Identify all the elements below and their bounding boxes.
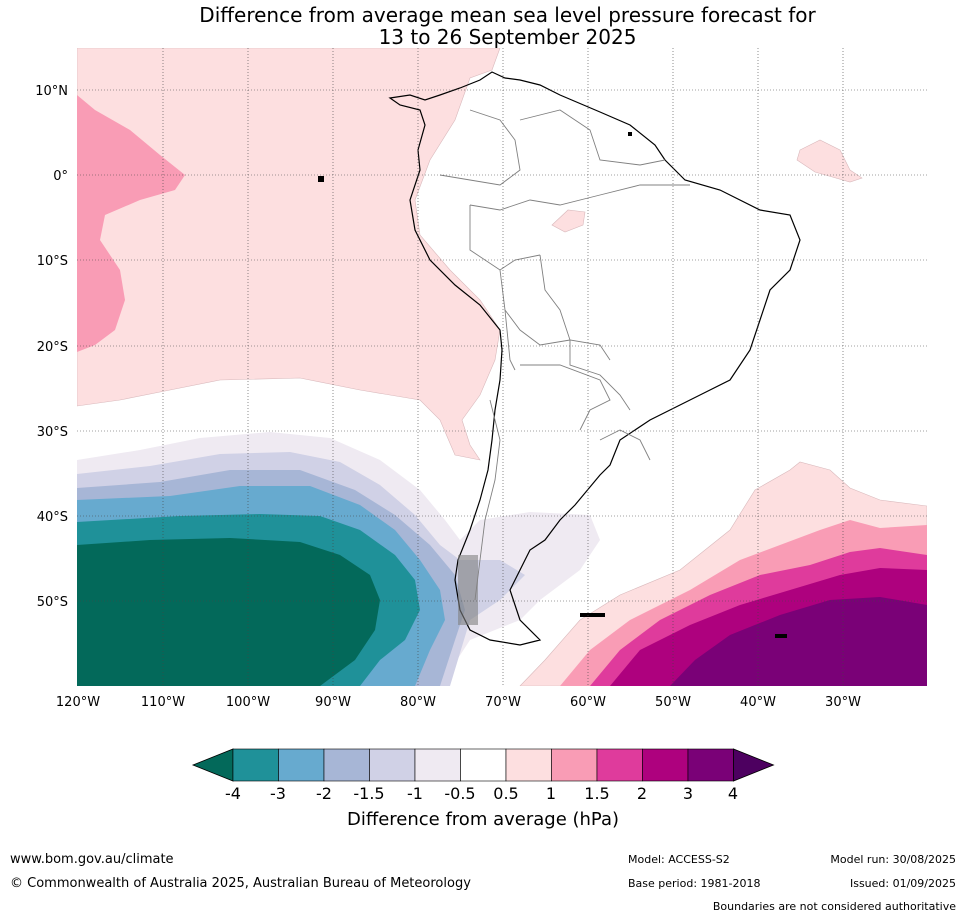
footer-model: Model: ACCESS-S2 — [628, 853, 730, 866]
lat-label: 40°S — [37, 510, 68, 525]
lon-label: 100°W — [226, 695, 270, 710]
anomaly-region-pink-light-amazon — [551, 209, 586, 233]
country-boundaries — [439, 109, 690, 601]
footer-base-period: Base period: 1981-2018 — [628, 877, 761, 890]
colorbar-tick-label: 0.5 — [493, 784, 518, 803]
anomaly-region-pos-3-se — [670, 597, 927, 686]
colorbar-tick-label: -1.5 — [353, 784, 384, 803]
colorbar-swatch — [642, 748, 689, 782]
lat-label: 30°S — [37, 425, 68, 440]
tierra-del-fuego-islands — [458, 555, 478, 625]
colorbar-swatch — [369, 748, 416, 782]
colorbar-swatch — [460, 748, 507, 782]
footer-boundaries-note: Boundaries are not considered authoritat… — [712, 900, 956, 913]
anomaly-region-pink-light-north — [77, 48, 501, 461]
colorbar-swatch — [505, 748, 552, 782]
colorbar-tick-label: -3 — [270, 784, 286, 803]
anomaly-region-pink-north — [77, 95, 185, 352]
colorbar-tick-label: 4 — [728, 784, 738, 803]
colorbar-tick-label: 1.5 — [584, 784, 609, 803]
south-america-outline — [388, 71, 801, 646]
lon-label: 60°W — [570, 695, 606, 710]
lon-label: 50°W — [655, 695, 691, 710]
lon-label: 80°W — [400, 695, 436, 710]
colorbar-swatch — [551, 748, 598, 782]
colorbar-labels: -4 -3 -2 -1.5 -1 -0.5 0.5 1 1.5 2 3 4 — [225, 784, 738, 803]
footer-url[interactable]: www.bom.gov.au/climate — [10, 852, 174, 867]
anomaly-region-pink-light-equator — [796, 139, 863, 183]
lon-label: 40°W — [740, 695, 776, 710]
footer-model-run: Model run: 30/08/2025 — [830, 853, 956, 866]
colorbar-swatch — [232, 748, 279, 782]
colorbar-tick-label: 1 — [546, 784, 556, 803]
lon-label: 70°W — [485, 695, 521, 710]
graticule — [77, 48, 927, 686]
anomaly-region-neg-4 — [77, 538, 380, 686]
colorbar-tick-label: -0.5 — [444, 784, 475, 803]
colorbar-tick-label: -2 — [316, 784, 332, 803]
title-line-2: 13 to 26 September 2025 — [378, 25, 637, 49]
lon-label: 30°W — [825, 695, 861, 710]
colorbar-title: Difference from average (hPa) — [347, 809, 619, 830]
lat-label: 10°S — [37, 254, 68, 269]
colorbar-tick-label: -1 — [407, 784, 423, 803]
lon-label: 120°W — [56, 695, 100, 710]
title-line-1: Difference from average mean sea level p… — [199, 3, 816, 27]
longitude-labels: 120°W 110°W 100°W 90°W 80°W 70°W 60°W 50… — [56, 695, 861, 710]
lat-label: 50°S — [37, 595, 68, 610]
colorbar-extend-low — [191, 748, 234, 782]
colorbar-swatch — [596, 748, 643, 782]
footer-copyright: © Commonwealth of Australia 2025, Austra… — [10, 876, 471, 891]
colorbar-extend-high — [733, 748, 775, 782]
colorbar-swatch — [278, 748, 325, 782]
lon-label: 90°W — [315, 695, 351, 710]
colorbar — [191, 748, 775, 782]
map-title: Difference from average mean sea level p… — [0, 4, 965, 48]
colorbar-swatch — [323, 748, 370, 782]
islands — [318, 132, 787, 638]
colorbar-swatch — [414, 748, 461, 782]
latitude-labels: 10°N 0° 10°S 20°S 30°S 40°S 50°S — [35, 84, 68, 610]
pressure-anomaly-field — [77, 48, 927, 686]
footer-issued: Issued: 01/09/2025 — [849, 877, 956, 890]
lat-label: 0° — [53, 169, 68, 184]
lat-label: 20°S — [37, 340, 68, 355]
colorbar-tick-label: 3 — [683, 784, 693, 803]
colorbar-swatch — [687, 748, 734, 782]
colorbar-tick-label: -4 — [225, 784, 241, 803]
lon-label: 110°W — [141, 695, 185, 710]
colorbar-tick-label: 2 — [637, 784, 647, 803]
lat-label: 10°N — [35, 84, 68, 99]
